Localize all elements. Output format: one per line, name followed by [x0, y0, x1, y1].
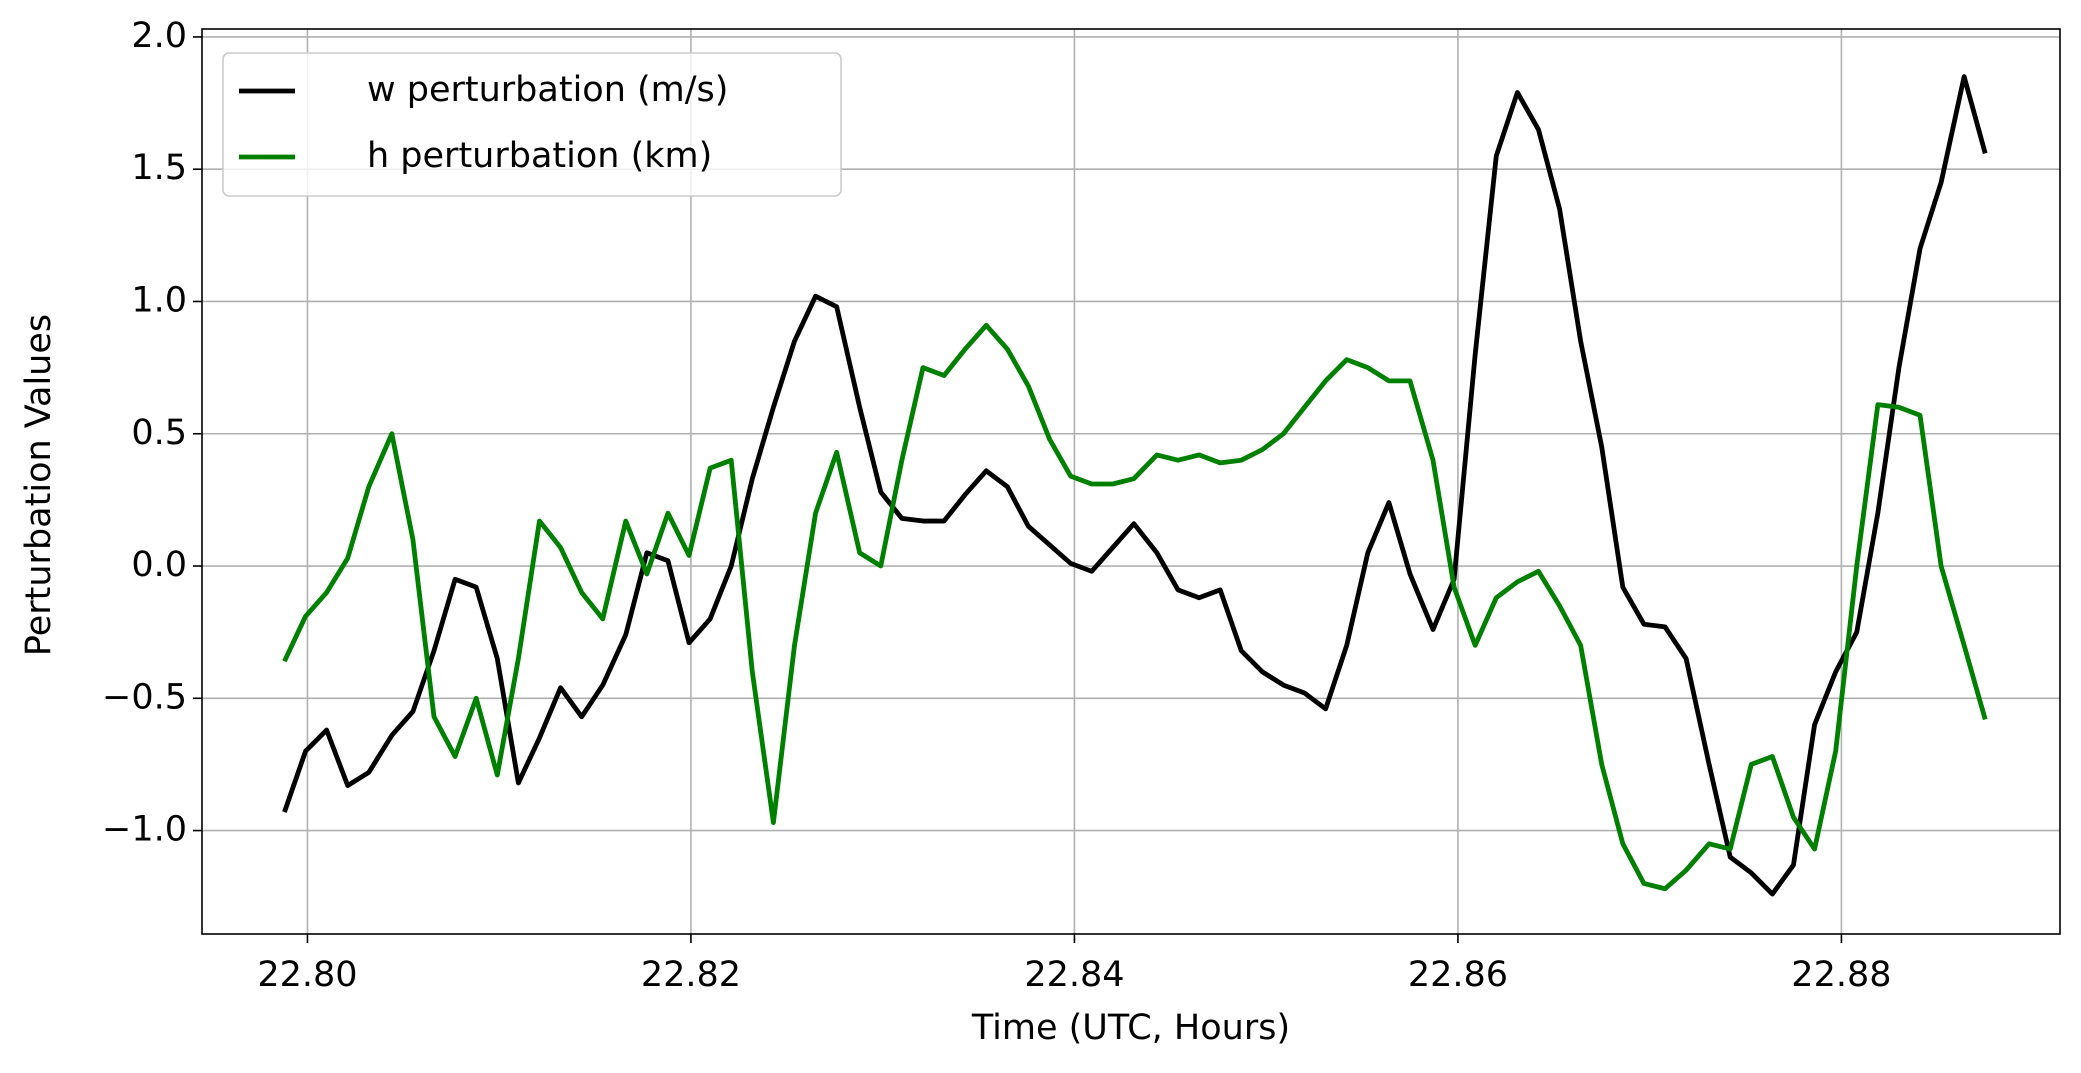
y-axis-label: Perturbation Values: [19, 314, 59, 656]
legend-box: [222, 52, 842, 197]
y-tick-label: 0.0: [131, 545, 187, 585]
data-line: [282, 322, 1988, 892]
x-tick-label: 22.84: [1024, 955, 1124, 995]
legend: w perturbation (m/s) h perturbation (km): [222, 52, 842, 197]
x-axis-label: Time (UTC, Hours): [971, 1008, 1290, 1048]
x-tick-label: 22.80: [257, 955, 357, 995]
x-tick-label: 22.88: [1791, 955, 1891, 995]
data-line: [282, 74, 1988, 897]
plot-frame: [201, 28, 2061, 935]
x-tick-label: 22.86: [1408, 955, 1508, 995]
y-tick-label: 1.5: [131, 148, 187, 188]
legend-label: h perturbation (km): [367, 136, 712, 176]
y-tick-label: −1.0: [102, 810, 187, 850]
y-tick-label: −0.5: [102, 677, 187, 717]
y-tick-label: 1.0: [131, 280, 187, 320]
x-tick-label: 22.82: [641, 955, 741, 995]
y-tick-label: 2.0: [131, 16, 187, 56]
y-tick-label: 0.5: [131, 413, 187, 453]
legend-label: w perturbation (m/s): [367, 70, 728, 110]
